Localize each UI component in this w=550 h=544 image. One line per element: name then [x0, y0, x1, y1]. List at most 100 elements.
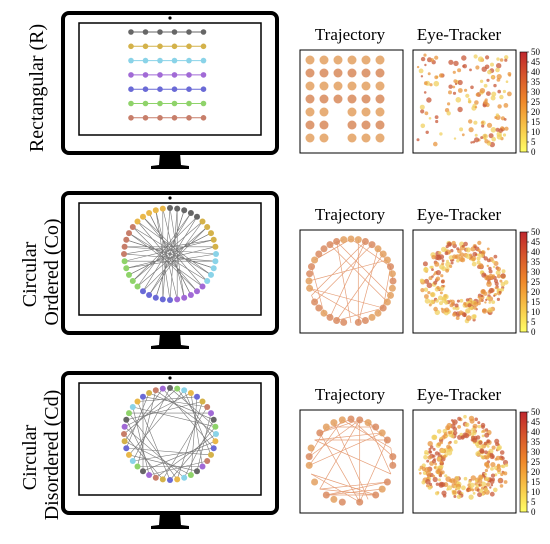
stimulus-node: [152, 474, 159, 481]
gaze-point: [434, 115, 439, 119]
stimulus-node: [146, 210, 153, 216]
stimulus-node: [152, 387, 159, 394]
trajectory-point: [361, 81, 371, 91]
panel-eye-tracker-r: Eye-Tracker: [412, 25, 517, 154]
stimulus-node: [210, 236, 217, 243]
gaze-point: [487, 69, 492, 75]
stimulus-node: [194, 393, 200, 400]
trajectory-point: [315, 250, 323, 258]
trajectory-link: [357, 248, 379, 323]
stimulus-node: [126, 271, 132, 278]
colorbar-tick-label: 50: [531, 47, 541, 57]
gaze-point: [426, 452, 429, 456]
gaze-point: [496, 57, 500, 61]
gaze-point: [456, 299, 460, 303]
gaze-point: [420, 109, 425, 114]
gaze-point: [484, 432, 490, 438]
stimulus-node: [128, 29, 134, 35]
stimulus-node: [208, 451, 214, 458]
webcam: [168, 376, 172, 380]
stimulus-node: [159, 205, 166, 212]
stimulus-node: [199, 283, 206, 290]
stimulus-node: [142, 72, 149, 78]
gaze-point: [495, 113, 500, 117]
gaze-point: [418, 68, 424, 74]
gaze-point: [439, 264, 445, 270]
trajectory-point: [375, 68, 385, 78]
trajectory-point: [305, 120, 315, 130]
stimulus-node: [186, 115, 192, 121]
colorbar-tick-label: 20: [531, 287, 541, 297]
gaze-point: [452, 85, 456, 89]
stimulus-node: [187, 472, 194, 478]
trajectory-point: [333, 317, 341, 324]
eye-tracker-dots: [418, 414, 509, 500]
trajectory-point: [347, 107, 357, 117]
gaze-point: [419, 104, 425, 110]
trajectory-point: [354, 318, 362, 326]
stimulus-node: [134, 218, 141, 225]
gaze-point: [485, 298, 488, 302]
trajectory-point: [326, 313, 334, 321]
gaze-point: [465, 308, 471, 314]
trajectory-point: [319, 68, 329, 78]
stimulus-node: [129, 458, 136, 464]
gaze-point: [479, 488, 484, 493]
gaze-point: [504, 463, 509, 467]
stimulus-node: [157, 115, 163, 121]
stimulus-node: [204, 278, 211, 284]
stimulus-node: [212, 258, 219, 265]
gaze-point: [496, 74, 502, 80]
gaze-point: [494, 286, 498, 290]
stimulus-node: [140, 393, 146, 400]
gaze-point: [438, 254, 445, 260]
gaze-point: [504, 58, 508, 62]
trajectory-point: [356, 498, 364, 506]
trajectory-point: [347, 133, 357, 143]
gaze-point: [492, 265, 496, 269]
gaze-point: [463, 414, 467, 419]
trajectory-point: [364, 419, 372, 427]
gaze-point: [485, 476, 490, 482]
gaze-point: [479, 88, 486, 94]
colorbar-tick-label: 5: [531, 497, 536, 507]
stimulus-node: [128, 100, 134, 107]
colorbar-tick-label: 40: [531, 67, 541, 77]
stimulus-node: [146, 472, 153, 478]
trajectory-point: [347, 235, 355, 243]
trajectory-point: [305, 68, 315, 78]
panel-trajectory-co: Trajectory: [299, 205, 404, 334]
trajectory-point: [383, 256, 391, 264]
stimulus-node: [181, 207, 188, 214]
stimulus-node: [128, 86, 134, 92]
gaze-point: [483, 256, 488, 261]
gaze-point: [477, 492, 483, 498]
gaze-point: [433, 80, 440, 87]
trajectory-point: [330, 495, 338, 503]
gaze-point: [473, 120, 478, 125]
trajectory-point: [361, 238, 369, 245]
gaze-point: [461, 133, 465, 137]
stimulus-node: [121, 423, 128, 430]
monitor-stand: [151, 513, 189, 529]
gaze-point: [441, 435, 446, 440]
trajectory-point: [347, 120, 357, 130]
trajectory-point: [340, 318, 348, 326]
gaze-point: [428, 303, 432, 307]
screen-stimulus: [121, 385, 219, 483]
panel-trajectory-r: Trajectory: [299, 25, 404, 154]
gaze-point: [478, 298, 483, 302]
gaze-point: [499, 94, 504, 100]
panel-frame: [412, 409, 517, 514]
trajectory-point: [333, 55, 343, 65]
gaze-point: [424, 294, 429, 299]
trajectory-point: [330, 419, 338, 427]
gaze-point: [457, 88, 463, 93]
stimulus-node: [181, 387, 188, 394]
gaze-point: [478, 440, 483, 445]
trajectory-point: [347, 415, 355, 423]
colorbar-tick-label: 25: [531, 457, 541, 467]
gaze-point: [477, 240, 482, 245]
stimulus-link: [183, 419, 214, 478]
